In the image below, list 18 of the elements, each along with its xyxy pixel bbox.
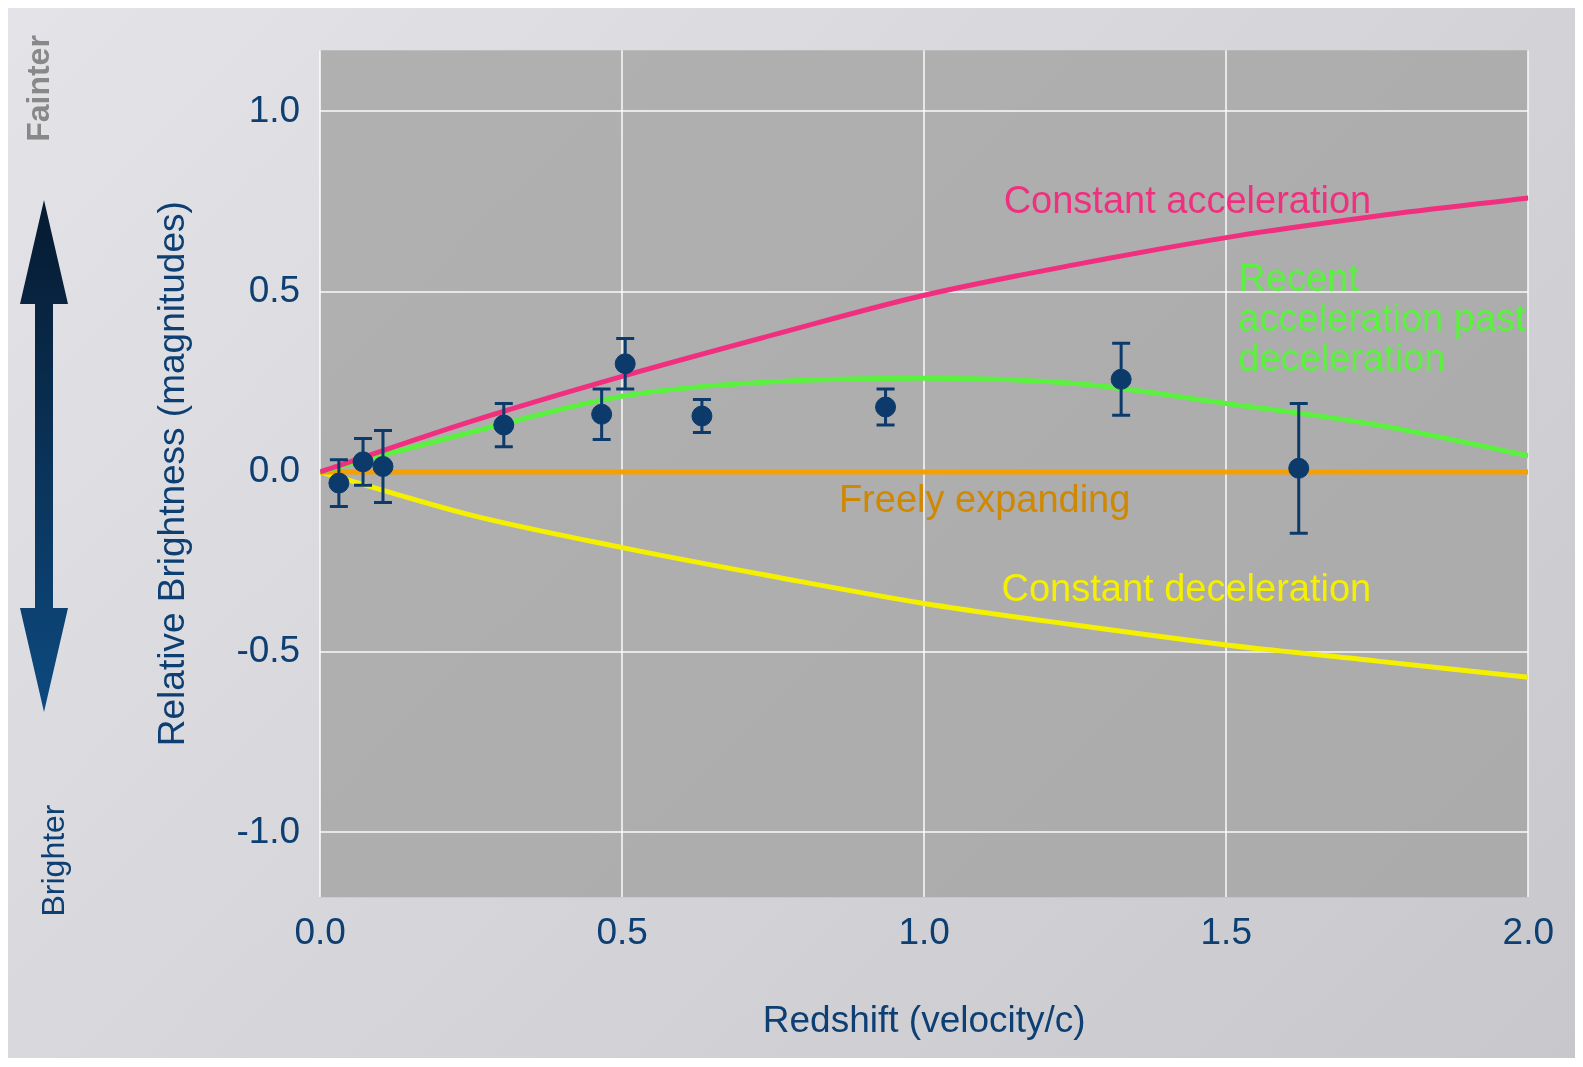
- series-label: Recent acceleration past deceleration: [1238, 256, 1527, 379]
- y-tick-label: 0.5: [248, 268, 301, 310]
- x-tick-label: 1.0: [898, 910, 950, 952]
- text: Brighter: [34, 804, 72, 917]
- x-axis-title: Redshift (velocity/c): [762, 999, 1086, 1040]
- text: Fainter: [19, 34, 57, 142]
- y-tick-label: -0.5: [236, 629, 301, 671]
- y-tick-label: -1.0: [236, 809, 301, 851]
- series-label: Freely expanding: [838, 478, 1131, 521]
- series-label: Constant deceleration: [1001, 566, 1372, 609]
- y-tick-label: 1.0: [248, 88, 301, 130]
- x-tick-label: 1.5: [1200, 910, 1252, 952]
- y-axis-title: Relative Brightness (magnitudes): [151, 201, 193, 747]
- x-tick-label: 0.5: [596, 910, 648, 952]
- x-tick-label: 2.0: [1502, 910, 1554, 952]
- y-tick-label: 0.0: [248, 449, 301, 491]
- series-label: Constant acceleration: [1003, 179, 1372, 222]
- x-tick-label: 0.0: [294, 910, 346, 952]
